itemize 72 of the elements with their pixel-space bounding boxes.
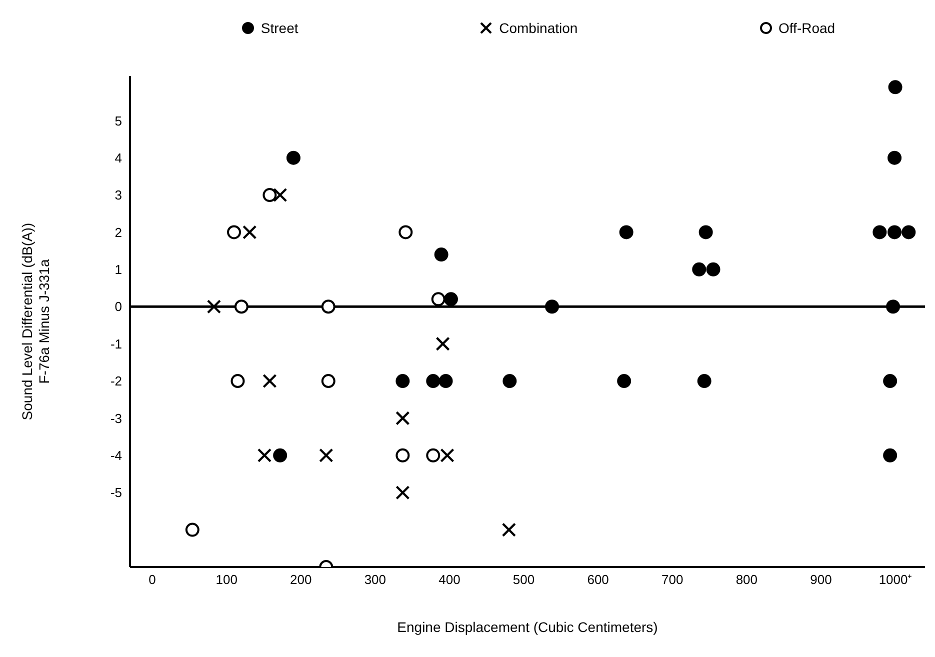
point [272,188,288,202]
point [206,300,222,314]
x-tick-label: 0 [148,572,156,588]
point [321,300,336,314]
y-tick-label: 1 [114,262,122,278]
point [698,225,713,240]
point [319,448,334,463]
point [436,336,450,351]
x-tick-label: 800 [736,572,758,588]
y-tick-label: -3 [110,410,122,426]
point [902,225,916,240]
y-tick-label: -2 [110,374,122,389]
point [888,150,902,165]
point [396,411,410,426]
point [692,262,706,276]
point [242,225,257,240]
x-tick-label: 200 [290,572,312,588]
point [257,448,272,463]
point [706,262,720,276]
legend-label: Combination [499,20,578,36]
point [396,486,410,500]
point [545,300,560,314]
point [883,374,898,388]
point [398,225,413,240]
y-tick-label: 2 [114,224,122,240]
y-tick-label: 3 [114,188,122,203]
point [321,374,336,388]
legend-label: Street [260,20,298,36]
point [617,374,632,388]
point [273,448,288,462]
x-tick-label: 100 [216,572,238,588]
y-tick-label: 0 [114,299,122,314]
x-tick-label: 300 [364,572,386,588]
x-tick-label: 700 [662,572,684,588]
point [286,150,300,165]
point [502,374,517,388]
point [502,522,516,537]
point [619,225,634,240]
x-tick-label: 400 [438,572,460,588]
point [440,448,454,463]
x-tick-label: 500 [512,572,535,588]
y-tick-label: 5 [114,113,122,128]
point [230,374,245,388]
y-tick-label: 4 [114,150,122,166]
point [396,448,410,462]
point [185,522,200,537]
point [396,374,410,388]
point [444,292,458,306]
point [886,300,900,314]
y-tick-label: -5 [110,485,122,500]
point [426,448,440,462]
x-tick-label: 900 [810,572,832,588]
legend-label: Off-Road [778,20,836,36]
y-tick-label: -4 [110,448,122,464]
point [262,188,277,202]
y-tick-label: -1 [110,336,122,352]
point [872,225,887,240]
point [883,448,898,462]
point [888,225,902,240]
x-tick-label: 1000⁺ [878,572,912,588]
point [234,300,248,314]
point [262,374,277,388]
point [227,225,242,240]
point [431,292,446,306]
y-axis-title: Sound Level Differential (dB(A)) F-76a Minus J-331a [19,222,52,420]
point [426,374,440,388]
point [888,80,902,94]
x-tick-label: 600 [587,572,609,588]
point [438,374,453,388]
x-axis-title: Engine Displacement (Cubic Centimeters) [397,619,658,635]
point [434,248,448,262]
point [697,374,712,388]
